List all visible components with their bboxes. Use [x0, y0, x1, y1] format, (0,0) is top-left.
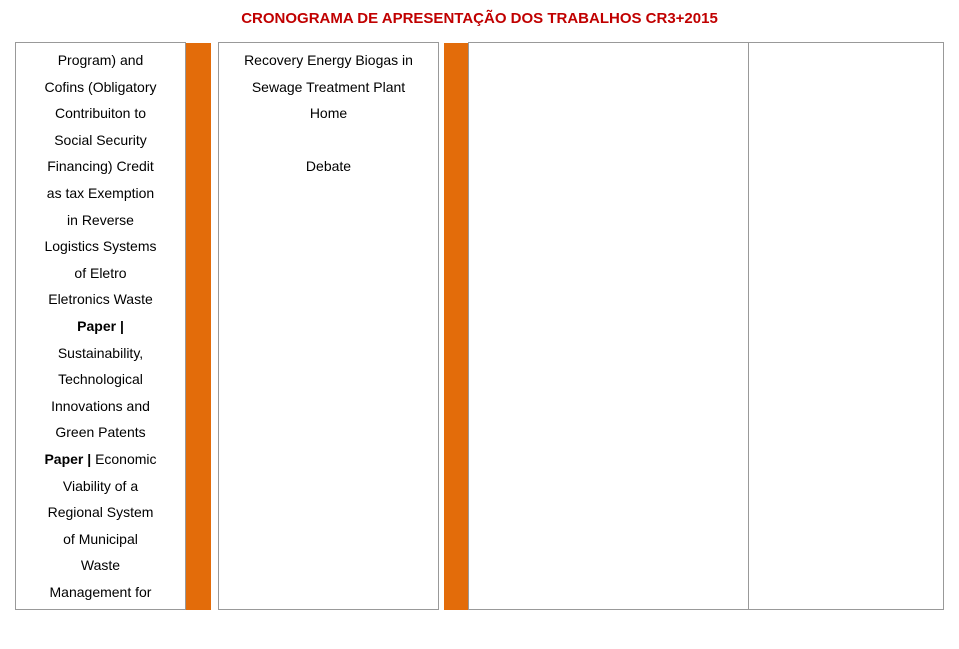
text-line: Innovations and	[22, 393, 179, 420]
text-line: Program) and	[22, 47, 179, 74]
column-4	[749, 43, 944, 610]
text-line: of Eletro	[22, 260, 179, 287]
text-line: Eletronics Waste	[22, 286, 179, 313]
text-line: as tax Exemption	[22, 180, 179, 207]
text-line: of Municipal	[22, 526, 179, 553]
column-3	[469, 43, 749, 610]
text-line: Waste	[22, 552, 179, 579]
text-line: Logistics Systems	[22, 233, 179, 260]
text-line: Management for	[22, 579, 179, 606]
schedule-table-container: Program) andCofins (ObligatoryContribuit…	[0, 42, 959, 610]
header-title: CRONOGRAMA DE APRESENTAÇÃO DOS TRABALHOS…	[241, 10, 718, 27]
text-line: Financing) Credit	[22, 153, 179, 180]
text-line: Green Patents	[22, 419, 179, 446]
text-line: Sustainability,	[22, 340, 179, 367]
page-header: CRONOGRAMA DE APRESENTAÇÃO DOS TRABALHOS…	[0, 0, 959, 42]
table-row: Program) andCofins (ObligatoryContribuit…	[16, 43, 944, 610]
text-line: Paper |	[22, 313, 179, 340]
text-line: Technological	[22, 366, 179, 393]
text-line: Sewage Treatment Plant	[225, 74, 432, 101]
separator-1b	[211, 43, 219, 610]
schedule-table: Program) andCofins (ObligatoryContribuit…	[15, 42, 944, 610]
text-line: Contribuiton to	[22, 100, 179, 127]
col2-content: Recovery Energy Biogas inSewage Treatmen…	[219, 43, 438, 184]
column-2: Recovery Energy Biogas inSewage Treatmen…	[219, 43, 439, 610]
text-line: Home	[225, 100, 432, 127]
text-line: in Reverse	[22, 207, 179, 234]
text-line: Recovery Energy Biogas in	[225, 47, 432, 74]
text-line	[225, 127, 432, 154]
separator-2b	[444, 43, 469, 610]
col1-content: Program) andCofins (ObligatoryContribuit…	[16, 43, 185, 609]
separator-1a	[186, 43, 211, 610]
text-line: Regional System	[22, 499, 179, 526]
text-line: Paper | Economic	[22, 446, 179, 473]
text-line: Cofins (Obligatory	[22, 74, 179, 101]
column-1: Program) andCofins (ObligatoryContribuit…	[16, 43, 186, 610]
text-line: Social Security	[22, 127, 179, 154]
text-line: Viability of a	[22, 473, 179, 500]
text-line: Debate	[225, 153, 432, 180]
